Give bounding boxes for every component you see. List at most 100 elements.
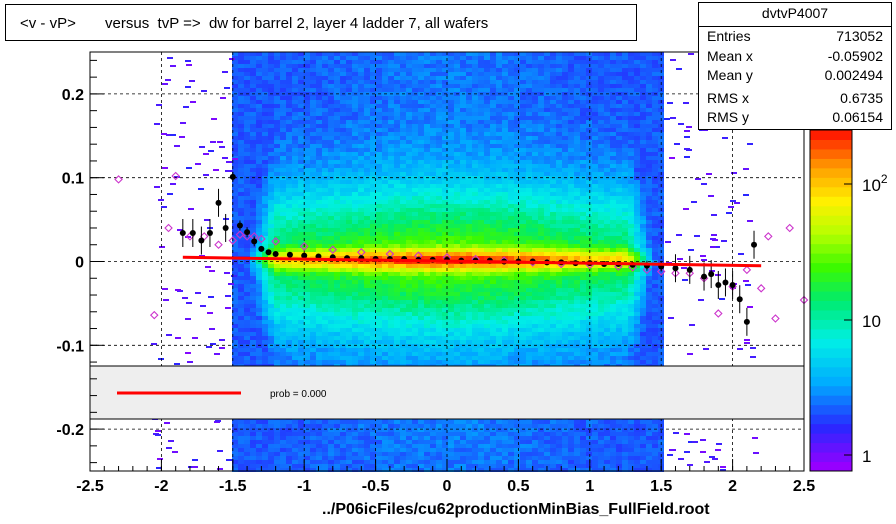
heat-cell [334, 420, 340, 424]
heat-cell [466, 64, 472, 68]
heat-cell [394, 248, 400, 252]
heat-cell [484, 248, 490, 252]
heat-cell [388, 132, 394, 136]
heat-cell [418, 128, 424, 132]
heat-cell [376, 144, 382, 148]
heat-cell [232, 300, 238, 304]
heat-cell [406, 128, 412, 132]
heat-cell [382, 240, 388, 244]
heat-cell [406, 228, 412, 232]
heat-cell [502, 220, 508, 224]
heat-cell [322, 52, 328, 56]
heat-cell [274, 68, 280, 72]
heat-cell [454, 252, 460, 256]
heat-cell [460, 296, 466, 300]
heat-cell [304, 468, 310, 472]
heat-cell [280, 296, 286, 300]
heat-cell [508, 224, 514, 228]
heat-cell [352, 300, 358, 304]
heat-cell [418, 168, 424, 172]
heat-cell [484, 432, 490, 436]
heat-cell [424, 200, 430, 204]
heat-cell [250, 80, 256, 84]
heat-cell [352, 336, 358, 340]
heat-cell [430, 300, 436, 304]
heat-cell [430, 164, 436, 168]
heat-cell [508, 360, 514, 364]
heat-cell [406, 332, 412, 336]
heat-cell [382, 76, 388, 80]
heat-cell [292, 296, 298, 300]
heat-cell [238, 352, 244, 356]
heat-cell [322, 336, 328, 340]
heat-cell [328, 236, 334, 240]
heat-cell [382, 108, 388, 112]
heat-cell [394, 452, 400, 456]
heat-cell [304, 232, 310, 236]
heat-cell [484, 192, 490, 196]
heat-cell [358, 336, 364, 340]
heat-cell [484, 200, 490, 204]
heat-cell [334, 256, 340, 260]
heat-cell [256, 156, 262, 160]
heat-cell [448, 60, 454, 64]
heat-cell [262, 316, 268, 320]
heat-cell [376, 192, 382, 196]
heat-cell [292, 220, 298, 224]
heat-cell [340, 464, 346, 468]
heat-cell [484, 96, 490, 100]
heat-cell [472, 208, 478, 212]
heat-cell [328, 448, 334, 452]
heat-cell [388, 244, 394, 248]
heat-cell [466, 200, 472, 204]
heat-cell [376, 128, 382, 132]
heat-cell [370, 344, 376, 348]
heat-cell [310, 348, 316, 352]
heat-cell [298, 444, 304, 448]
heat-cell [412, 432, 418, 436]
heat-cell [280, 120, 286, 124]
heat-cell [484, 280, 490, 284]
heat-cell [412, 128, 418, 132]
heat-cell [358, 328, 364, 332]
heat-cell [424, 456, 430, 460]
heat-cell [472, 456, 478, 460]
heat-cell [454, 212, 460, 216]
heat-cell [364, 316, 370, 320]
heat-cell [508, 344, 514, 348]
heat-cell [484, 120, 490, 124]
heat-cell [334, 468, 340, 472]
heat-cell [454, 76, 460, 80]
heat-cell [466, 328, 472, 332]
heat-cell [406, 448, 412, 452]
heat-cell [478, 184, 484, 188]
heat-cell [502, 324, 508, 328]
heat-cell [310, 352, 316, 356]
heat-cell [376, 360, 382, 364]
heat-cell [274, 344, 280, 348]
heat-cell [424, 108, 430, 112]
heat-cell [316, 128, 322, 132]
heat-cell [454, 444, 460, 448]
heat-cell [418, 116, 424, 120]
heat-cell [292, 284, 298, 288]
heat-cell [310, 248, 316, 252]
heat-cell [364, 292, 370, 296]
heat-cell [484, 244, 490, 248]
heat-cell [412, 296, 418, 300]
heat-cell [364, 172, 370, 176]
heat-cell [262, 164, 268, 168]
heat-cell [394, 52, 400, 56]
heat-cell [286, 160, 292, 164]
heat-cell [280, 240, 286, 244]
heat-cell [430, 60, 436, 64]
heat-cell [376, 316, 382, 320]
heat-cell [352, 356, 358, 360]
heat-cell [394, 420, 400, 424]
heat-cell [400, 320, 406, 324]
heat-cell [280, 212, 286, 216]
heat-cell [436, 436, 442, 440]
heat-cell [376, 136, 382, 140]
heat-cell [442, 292, 448, 296]
heat-cell [388, 180, 394, 184]
